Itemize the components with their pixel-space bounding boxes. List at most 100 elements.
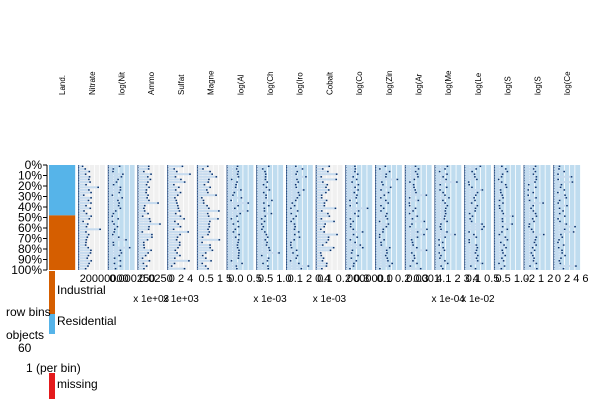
bin-mean-mark — [262, 183, 265, 186]
bin-bar — [78, 178, 90, 181]
bin-bar — [524, 257, 535, 260]
bin-bar — [167, 215, 182, 218]
bin-mean-mark — [440, 254, 442, 257]
bin-mean-mark — [333, 220, 335, 223]
bin-bar — [256, 249, 271, 252]
bin-bar — [78, 217, 91, 220]
bin-mean-mark — [413, 257, 416, 259]
bin-bar — [494, 223, 513, 226]
bin-mean-mark — [296, 197, 299, 199]
bin-bar — [435, 259, 446, 262]
bin-bar — [316, 196, 323, 199]
bin-mean-mark — [82, 194, 85, 196]
bin-mean-mark — [147, 194, 149, 196]
bin-mean-mark — [386, 252, 388, 254]
bin-mean-mark — [207, 215, 210, 217]
bin-mean-mark — [293, 239, 296, 241]
bin-mean-mark — [85, 204, 87, 207]
bin-bar — [286, 167, 304, 170]
bin-mean-mark — [441, 241, 444, 244]
bin-mean-mark — [203, 183, 206, 186]
bin-bar — [78, 246, 90, 249]
bin-bar — [197, 230, 211, 233]
bin-mean-mark — [498, 233, 501, 236]
bin-bar — [78, 188, 90, 191]
column-header-4: Sulfat — [177, 74, 186, 95]
bin-bar — [138, 204, 146, 207]
bin-mean-mark — [118, 165, 121, 168]
bin-mean-mark — [128, 246, 131, 249]
bin-mean-mark — [84, 173, 87, 175]
bin-mean-mark — [157, 202, 159, 204]
bin-bar — [435, 181, 458, 184]
bin-mean-mark — [207, 191, 209, 194]
bin-mean-mark — [323, 225, 326, 228]
bin-mean-mark — [292, 252, 294, 254]
bin-mean-mark — [325, 265, 328, 267]
bin-mean-mark — [321, 267, 323, 270]
bin-mean-mark — [291, 202, 294, 204]
bin-mean-mark — [88, 176, 91, 178]
bin-bar — [524, 233, 545, 236]
bin-bar — [197, 186, 211, 189]
bin-mean-mark — [264, 231, 266, 233]
bin-mean-mark — [534, 212, 537, 215]
bin-bar — [464, 249, 478, 252]
bin-bar — [138, 196, 148, 199]
bin-mean-mark — [389, 186, 392, 189]
bin-bar — [375, 238, 385, 241]
bin-mean-mark — [172, 228, 175, 231]
bin-mean-mark — [174, 176, 177, 178]
bin-bar — [286, 220, 292, 223]
bin-mean-mark — [417, 168, 420, 170]
bin-bar — [286, 194, 301, 197]
bin-mean-mark — [294, 225, 296, 228]
bin-mean-mark — [534, 170, 537, 173]
bin-bar — [316, 254, 323, 257]
bin-bar — [464, 167, 478, 170]
bin-mean-mark — [534, 165, 537, 168]
column-background-15 — [494, 165, 521, 270]
bin-mean-mark — [380, 241, 382, 244]
bin-mean-mark — [266, 236, 269, 238]
bin-mean-mark — [147, 252, 149, 254]
bin-bar — [316, 238, 330, 241]
bin-mean-mark — [356, 173, 359, 175]
bin-mean-mark — [408, 204, 411, 207]
bin-bar — [197, 209, 220, 212]
bin-bar — [286, 207, 292, 210]
bin-bar — [78, 223, 89, 226]
bin-bar — [138, 170, 145, 173]
bin-mean-mark — [564, 254, 566, 257]
bin-mean-mark — [294, 183, 297, 186]
bin-mean-mark — [324, 223, 326, 225]
bin-bar — [316, 225, 326, 228]
bin-bar — [346, 194, 358, 197]
bin-bar — [78, 181, 91, 184]
bin-bar — [197, 217, 219, 220]
bin-bar — [167, 241, 181, 244]
bin-bar — [405, 233, 425, 236]
bin-mean-mark — [557, 218, 559, 220]
bin-bar — [256, 186, 268, 189]
bin-bar — [524, 262, 538, 265]
bin-mean-mark — [237, 220, 239, 223]
bin-bar — [138, 246, 146, 249]
bin-mean-mark — [325, 186, 327, 189]
bin-mean-mark — [263, 207, 266, 210]
bin-bar — [464, 244, 478, 247]
bin-mean-mark — [474, 252, 477, 254]
bin-bar — [553, 262, 562, 265]
bin-bar — [375, 173, 388, 176]
bin-bar — [494, 257, 503, 260]
bin-mean-mark — [89, 181, 91, 183]
bin-mean-mark — [481, 223, 483, 225]
bin-bar — [256, 202, 265, 205]
bin-bar — [138, 230, 144, 233]
bin-bar — [227, 165, 239, 168]
bin-bar — [316, 262, 328, 265]
bin-bar — [286, 199, 297, 202]
bin-bar — [227, 207, 236, 210]
bin-bar — [464, 267, 477, 270]
bin-bar — [435, 251, 441, 254]
